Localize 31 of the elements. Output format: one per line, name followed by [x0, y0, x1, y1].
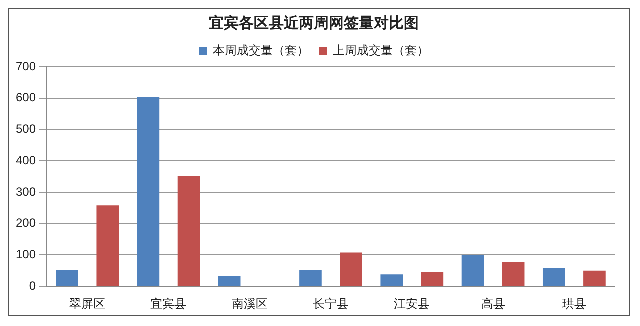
chart-title: 宜宾各区县近两周网签量对比图 — [209, 14, 419, 32]
x-tick-label: 江安县 — [394, 297, 430, 312]
legend-label: 上周成交量（套） — [333, 43, 429, 58]
y-tick-label: 600 — [16, 90, 36, 105]
x-tick-label: 宜宾县 — [150, 297, 187, 312]
y-tick-label: 300 — [16, 184, 36, 199]
x-tick-label: 长宁县 — [313, 297, 350, 312]
y-tick-label: 200 — [16, 216, 36, 230]
bar — [462, 255, 484, 286]
bar — [218, 276, 241, 286]
y-tick-label: 700 — [16, 59, 36, 74]
y-tick-label: 500 — [16, 122, 36, 136]
bar — [137, 97, 160, 286]
bar — [421, 272, 444, 286]
bar — [178, 176, 200, 286]
x-tick-label: 高县 — [481, 297, 506, 312]
bar — [300, 270, 322, 286]
bar — [502, 262, 525, 286]
x-tick-label: 南溪区 — [232, 297, 268, 312]
bar — [96, 206, 120, 286]
x-tick-label: 珙县 — [562, 297, 586, 312]
bar — [542, 268, 566, 286]
bar — [340, 252, 362, 286]
y-tick-label: 0 — [29, 278, 36, 293]
bar — [380, 274, 404, 286]
y-tick-label: 100 — [16, 248, 36, 262]
bar — [584, 270, 606, 286]
legend-label: 本周成交量（套） — [213, 43, 309, 58]
x-tick-label: 翠屏区 — [70, 297, 106, 312]
y-tick-label: 400 — [16, 153, 36, 168]
bar — [56, 270, 78, 286]
